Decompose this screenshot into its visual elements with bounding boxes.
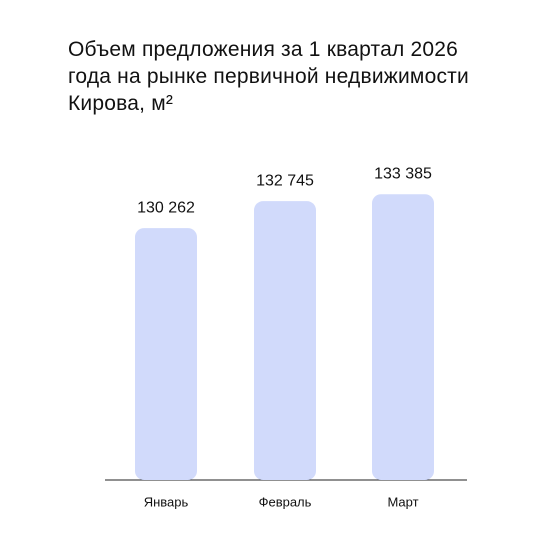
value-label: 133 385 <box>374 165 432 182</box>
x-tick-label: Январь <box>144 494 189 509</box>
value-label: 130 262 <box>137 199 195 216</box>
x-tick-label: Март <box>387 494 418 509</box>
bar <box>372 194 434 481</box>
x-tick-label: Февраль <box>259 494 312 509</box>
bar <box>254 201 316 481</box>
value-label: 132 745 <box>256 172 314 189</box>
chart-title: Объем предложения за 1 квартал 2026 года… <box>68 38 469 115</box>
bar <box>135 228 197 481</box>
